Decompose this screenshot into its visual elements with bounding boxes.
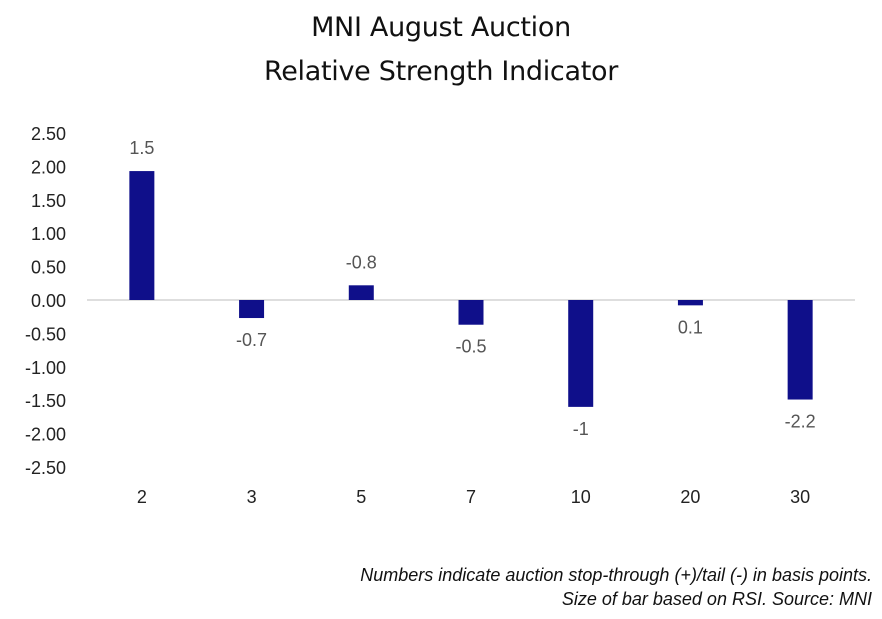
y-tick-label: -1.50: [25, 391, 66, 411]
footnote-line-1: Numbers indicate auction stop-through (+…: [360, 565, 872, 585]
x-tick-label: 2: [137, 487, 147, 507]
data-label: -0.8: [346, 252, 377, 272]
x-tick-label: 7: [466, 487, 476, 507]
footnote-line-2: Size of bar based on RSI. Source: MNI: [561, 589, 872, 609]
x-tick-label: 20: [680, 487, 700, 507]
chart-subtitle: Relative Strength Indicator: [263, 56, 619, 87]
bar: [129, 171, 155, 300]
y-tick-label: 1.50: [31, 191, 66, 211]
chart-title: MNI August Auction: [311, 12, 571, 43]
y-tick-label: -2.00: [25, 425, 66, 445]
x-tick-label: 10: [571, 487, 591, 507]
data-label: -1: [573, 419, 589, 439]
bar: [677, 300, 703, 306]
bar: [348, 285, 374, 300]
data-label: -0.5: [455, 337, 486, 357]
bar: [568, 300, 594, 407]
y-tick-label: 1.00: [31, 224, 66, 244]
y-tick-label: 2.00: [31, 157, 66, 177]
y-tick-label: 0.00: [31, 291, 66, 311]
x-tick-label: 30: [790, 487, 810, 507]
y-tick-label: 0.50: [31, 258, 66, 278]
bar: [787, 300, 813, 400]
y-tick-label: 2.50: [31, 124, 66, 144]
y-tick-label: -0.50: [25, 324, 66, 344]
x-tick-label: 3: [247, 487, 257, 507]
x-tick-label: 5: [356, 487, 366, 507]
y-tick-label: -2.50: [25, 458, 66, 478]
data-label: 1.5: [129, 138, 154, 158]
data-label: 0.1: [678, 317, 703, 337]
bar: [239, 300, 265, 319]
data-label: -0.7: [236, 330, 267, 350]
data-label: -2.2: [785, 412, 816, 432]
bar: [458, 300, 484, 325]
y-tick-label: -1.00: [25, 358, 66, 378]
